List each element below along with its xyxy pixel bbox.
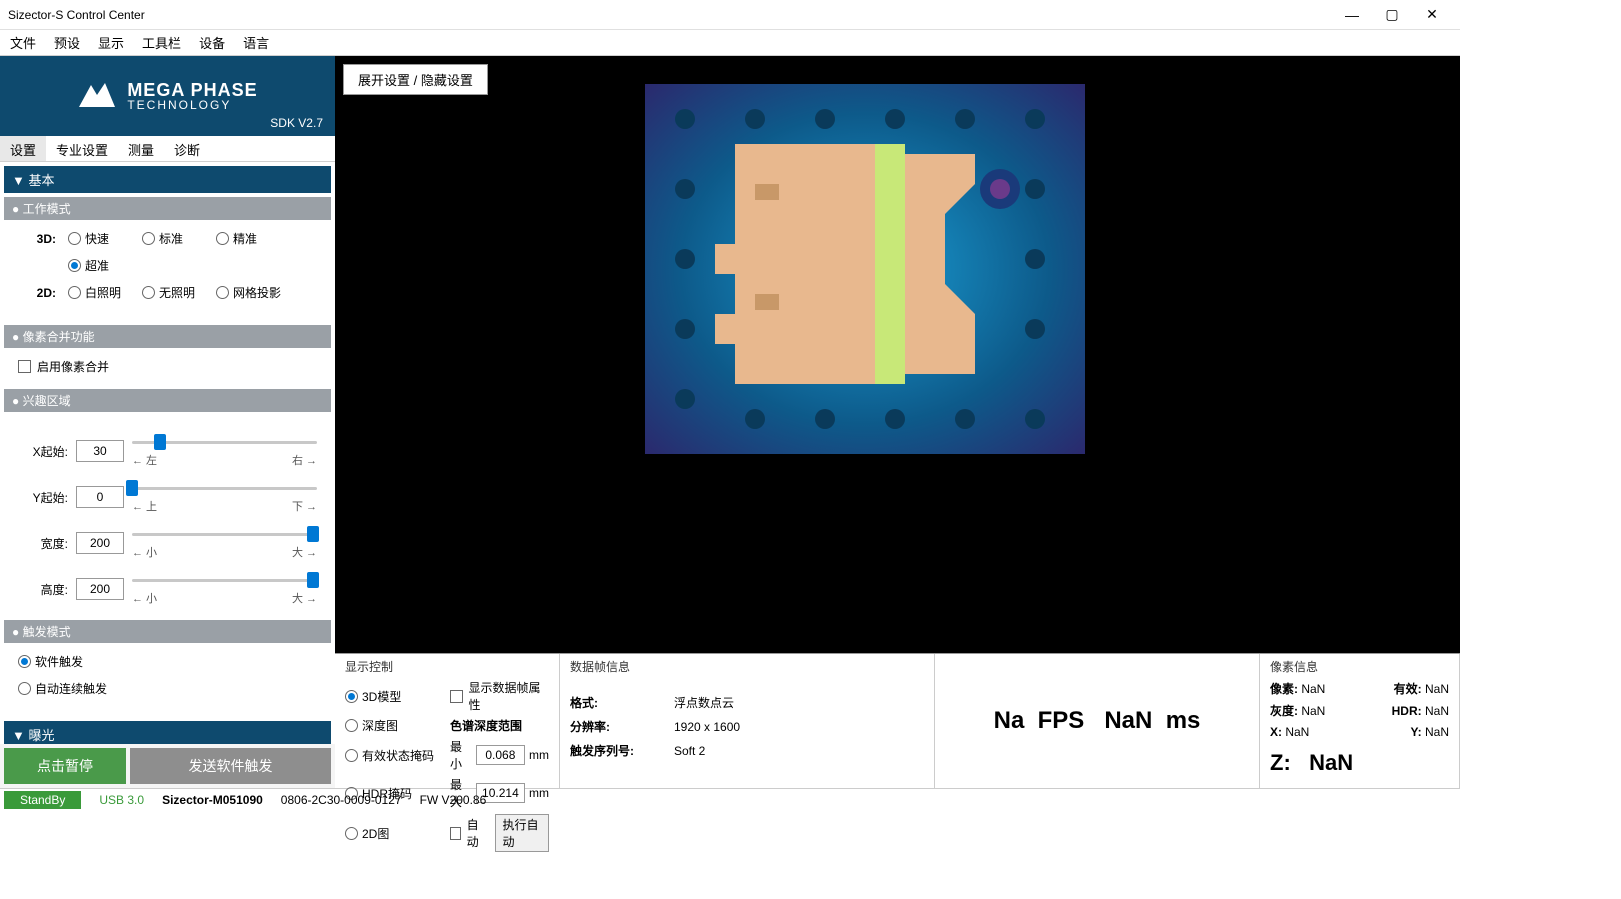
viewport-column: 展开设置 / 隐藏设置: [335, 56, 1460, 788]
slider-xstart[interactable]: [132, 434, 317, 450]
radio-3d-ultra[interactable]: 超准: [68, 257, 130, 274]
settings-scroll[interactable]: ▼ 基本 ● 工作模式 3D: 快速 标准 精准 超准 2D: 白照明 无照明: [0, 162, 335, 744]
slider-width[interactable]: [132, 526, 317, 542]
input-min[interactable]: 0.068: [476, 745, 525, 765]
radio-mask[interactable]: 有效状态掩码: [345, 747, 444, 764]
pixel-info-title: 像素信息: [1270, 658, 1449, 675]
tab-diag[interactable]: 诊断: [164, 136, 210, 161]
close-button[interactable]: ✕: [1412, 0, 1452, 30]
logo-line1: MEGA PHASE: [127, 81, 257, 99]
menu-language[interactable]: 语言: [243, 33, 269, 52]
label-xstart: X起始:: [18, 443, 68, 460]
label-2d: 2D:: [18, 286, 56, 300]
slider-height[interactable]: [132, 572, 317, 588]
menu-preset[interactable]: 预设: [54, 33, 80, 52]
menu-display[interactable]: 显示: [98, 33, 124, 52]
logo-area: MEGA PHASE TECHNOLOGY SDK V2.7: [0, 56, 335, 136]
fps-unit: FPS: [1038, 707, 1085, 734]
panel-pixel-info: 像素信息 像素: NaN有效: NaN 灰度: NaNHDR: NaN X: N…: [1260, 654, 1460, 788]
sdk-version: SDK V2.7: [270, 116, 323, 130]
section-exposure[interactable]: ▼ 曝光: [4, 721, 331, 744]
radio-depth[interactable]: 深度图: [345, 717, 444, 734]
sequence-value: Soft 2: [674, 739, 740, 763]
radio-2d-white[interactable]: 白照明: [68, 284, 130, 301]
sequence-key: 触发序列号:: [570, 739, 634, 763]
minimize-button[interactable]: —: [1332, 0, 1372, 30]
status-fw: FW V200.86: [420, 793, 487, 807]
ms-unit: ms: [1166, 707, 1201, 734]
toggle-settings-button[interactable]: 展开设置 / 隐藏设置: [343, 64, 488, 95]
format-value: 浮点数点云: [674, 691, 740, 715]
input-width[interactable]: 200: [76, 532, 124, 554]
sub-pixbin: ● 像素合并功能: [4, 325, 331, 348]
status-model: Sizector-M051090: [162, 793, 263, 807]
tab-measure[interactable]: 测量: [118, 136, 164, 161]
tab-settings[interactable]: 设置: [0, 136, 46, 161]
frame-info-title: 数据帧信息: [570, 658, 924, 675]
input-ystart[interactable]: 0: [76, 486, 124, 508]
section-basic[interactable]: ▼ 基本: [4, 166, 331, 193]
menu-device[interactable]: 设备: [199, 33, 225, 52]
status-serial: 0806-2C30-0009-0127: [281, 793, 402, 807]
panel-display-control: 显示控制 3D模型 显示数据帧属性 深度图 色谱深度范围 有效状态掩码 最小0.…: [335, 654, 560, 788]
logo-icon: [77, 81, 117, 111]
radio-soft-trigger[interactable]: 软件触发: [18, 653, 83, 670]
bottom-panels: 显示控制 3D模型 显示数据帧属性 深度图 色谱深度范围 有效状态掩码 最小0.…: [335, 653, 1460, 788]
view-area[interactable]: 展开设置 / 隐藏设置: [335, 56, 1460, 653]
z-value: NaN: [1309, 750, 1353, 775]
radio-2d-image[interactable]: 2D图: [345, 825, 444, 842]
format-key: 格式:: [570, 691, 634, 715]
cb-auto[interactable]: 自动: [450, 816, 485, 850]
status-standby: StandBy: [4, 791, 81, 809]
resolution-key: 分辨率:: [570, 715, 634, 739]
sidebar: MEGA PHASE TECHNOLOGY SDK V2.7 设置 专业设置 测…: [0, 56, 335, 788]
depth-range-label: 色谱深度范围: [450, 717, 549, 734]
radio-3d-model[interactable]: 3D模型: [345, 688, 444, 705]
status-bar: StandBy USB 3.0 Sizector-M051090 0806-2C…: [0, 788, 1460, 810]
radio-2d-grid[interactable]: 网格投影: [216, 284, 281, 301]
pause-button[interactable]: 点击暂停: [4, 748, 126, 784]
radio-3d-precise[interactable]: 精准: [216, 230, 278, 247]
title-bar: Sizector-S Control Center — ▢ ✕: [0, 0, 1460, 30]
send-trigger-button[interactable]: 发送软件触发: [130, 748, 331, 784]
fps-value: Na: [994, 707, 1025, 734]
cb-enable-pixbin[interactable]: 启用像素合并: [18, 358, 317, 375]
radio-3d-fast[interactable]: 快速: [68, 230, 130, 247]
sub-trigger: ● 触发模式: [4, 620, 331, 643]
ms-value: NaN: [1104, 707, 1152, 734]
sub-roi: ● 兴趣区域: [4, 389, 331, 412]
resolution-value: 1920 x 1600: [674, 715, 740, 739]
maximize-button[interactable]: ▢: [1372, 0, 1412, 30]
cb-show-attr[interactable]: 显示数据帧属性: [450, 679, 549, 713]
menu-toolbar[interactable]: 工具栏: [142, 33, 181, 52]
label-ystart: Y起始:: [18, 489, 68, 506]
display-control-title: 显示控制: [345, 658, 549, 675]
radio-auto-trigger[interactable]: 自动连续触发: [18, 680, 107, 697]
input-height[interactable]: 200: [76, 578, 124, 600]
label-width: 宽度:: [18, 535, 68, 552]
menu-file[interactable]: 文件: [10, 33, 36, 52]
window-title: Sizector-S Control Center: [8, 8, 1332, 22]
label-height: 高度:: [18, 581, 68, 598]
label-3d: 3D:: [18, 232, 56, 246]
sub-workmode: ● 工作模式: [4, 197, 331, 220]
slider-ystart[interactable]: [132, 480, 317, 496]
sidebar-tabs: 设置 专业设置 测量 诊断: [0, 136, 335, 162]
radio-3d-standard[interactable]: 标准: [142, 230, 204, 247]
status-usb: USB 3.0: [99, 793, 144, 807]
menu-bar: 文件 预设 显示 工具栏 设备 语言: [0, 30, 1460, 56]
logo-line2: TECHNOLOGY: [127, 99, 257, 111]
input-xstart[interactable]: 30: [76, 440, 124, 462]
panel-frame-info: 数据帧信息 格式: 分辨率: 触发序列号: 浮点数点云 1920 x 1600 …: [560, 654, 935, 788]
run-auto-button[interactable]: 执行自动: [495, 814, 549, 852]
panel-metrics: Na FPS NaN ms: [935, 654, 1260, 788]
scan-preview: [645, 84, 1085, 454]
radio-2d-nolight[interactable]: 无照明: [142, 284, 204, 301]
tab-pro[interactable]: 专业设置: [46, 136, 118, 161]
